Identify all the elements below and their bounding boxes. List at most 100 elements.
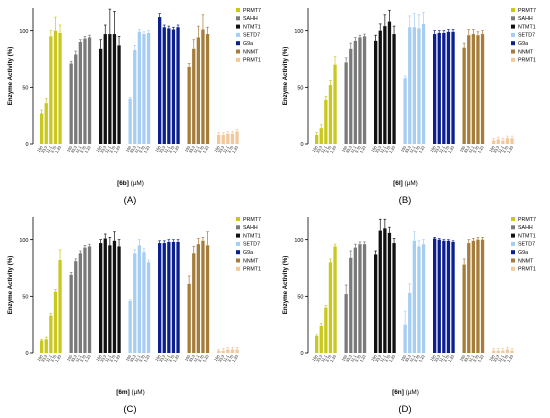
legend-swatch-prmt7 xyxy=(511,8,515,12)
x-tick-label: 1.23 xyxy=(329,145,337,154)
bar-prmt7-2 xyxy=(44,339,48,353)
x-tick-label: 100 xyxy=(429,144,437,153)
bar-prmt1-3 xyxy=(226,349,230,353)
x-tick-label: 33.3 xyxy=(463,145,471,154)
x-tick-label: 3.70 xyxy=(501,353,510,363)
bar-prmt1-2 xyxy=(496,139,500,144)
legend-label-nnmt: NNMT xyxy=(243,49,259,55)
x-tick-label: 100 xyxy=(311,144,319,153)
legend-swatch-sahh xyxy=(236,225,240,230)
legend-label-ntmt1: NTMT1 xyxy=(243,233,261,239)
bar-prmt1-3 xyxy=(501,140,505,144)
x-tick-label: 11.1 xyxy=(74,354,82,363)
y-tick-label: 0 xyxy=(25,351,28,357)
bar-ntmt1-3 xyxy=(383,228,387,353)
bar-nnmt-2 xyxy=(192,48,196,144)
x-tick-label: 100 xyxy=(341,353,349,362)
x-tick-label: 100 xyxy=(184,144,192,153)
bar-sahh-2 xyxy=(349,48,353,144)
bar-prmt7-4 xyxy=(328,85,333,144)
panel-label: (D) xyxy=(398,404,411,415)
legend-label-prmt1: PRMT1 xyxy=(243,267,261,273)
bar-setd7-5 xyxy=(146,32,151,144)
x-tick-label: 1.23 xyxy=(329,354,337,363)
legend-swatch-nnmt xyxy=(236,258,240,263)
x-tick-label: 11.1 xyxy=(467,354,475,363)
legend-label-prmt1: PRMT1 xyxy=(243,58,261,64)
bar-setd7-2 xyxy=(408,292,412,353)
bar-prmt7-1 xyxy=(315,336,319,353)
bar-g9a-3 xyxy=(167,241,171,353)
bar-prmt1-4 xyxy=(230,349,235,353)
legend-swatch-setd7 xyxy=(236,32,240,37)
x-tick-label: 100 xyxy=(213,353,221,362)
bar-sahh-3 xyxy=(78,253,82,353)
x-tick-label: 11.1 xyxy=(74,145,82,154)
x-tick-label: 100 xyxy=(370,353,378,362)
bar-nnmt-5 xyxy=(205,34,210,144)
bar-prmt7-3 xyxy=(49,36,53,145)
x-tick-label: 33.3 xyxy=(129,145,137,154)
bar-nnmt-4 xyxy=(476,239,480,353)
x-tick-label: 100 xyxy=(125,144,133,153)
bar-ntmt1-2 xyxy=(103,238,107,353)
legend-swatch-g9a xyxy=(236,41,240,46)
x-tick-label: 100 xyxy=(154,353,162,362)
bar-prmt7-3 xyxy=(49,315,53,353)
bar-sahh-5 xyxy=(362,244,367,353)
x-tick-label: 11.1 xyxy=(379,145,387,154)
legend-swatch-ntmt1 xyxy=(236,24,240,29)
legend-label-setd7: SETD7 xyxy=(518,242,535,248)
bar-setd7-1 xyxy=(128,300,132,353)
legend-swatch-g9a xyxy=(511,41,515,46)
x-tick-label: 11.1 xyxy=(320,354,328,363)
x-tick-label: 100 xyxy=(95,144,103,153)
bar-prmt7-5 xyxy=(333,246,337,353)
bar-nnmt-4 xyxy=(476,35,480,145)
legend-swatch-ntmt1 xyxy=(236,233,240,238)
bar-ntmt1-5 xyxy=(392,243,396,353)
bar-g9a-4 xyxy=(446,240,451,353)
x-tick-label: 3.70 xyxy=(383,144,392,154)
x-tick-label: 3.70 xyxy=(413,144,422,154)
x-tick-label: 3.70 xyxy=(49,353,58,363)
x-tick-label: 3.70 xyxy=(167,144,176,154)
x-tick-label: 100 xyxy=(66,144,74,153)
x-axis-unit: (µM) xyxy=(405,180,418,187)
bar-ntmt1-3 xyxy=(108,245,112,353)
x-tick-label: 1.23 xyxy=(172,145,180,154)
legend-label-g9a: G9a xyxy=(243,250,253,256)
x-tick-label: 1.23 xyxy=(201,354,209,363)
legend-label-prmt1: PRMT1 xyxy=(518,58,536,64)
x-tick-label: 100 xyxy=(213,144,221,153)
bar-ntmt1-2 xyxy=(103,34,107,144)
bar-nnmt-1 xyxy=(462,47,466,144)
bar-nnmt-3 xyxy=(196,244,200,353)
x-tick-label: 33.3 xyxy=(492,145,500,154)
x-tick-label: 100 xyxy=(95,353,103,362)
x-tick-label: 3.70 xyxy=(79,144,88,154)
x-tick-label: 3.70 xyxy=(138,144,147,154)
bar-ntmt1-4 xyxy=(112,34,117,144)
x-tick-label: 11.1 xyxy=(497,145,505,154)
bar-g9a-2 xyxy=(162,243,166,353)
bar-prmt7-5 xyxy=(58,32,62,144)
x-tick-label: 1.23 xyxy=(358,145,366,154)
x-tick-label: 3.70 xyxy=(442,353,451,363)
x-tick-label: 100 xyxy=(36,353,44,362)
bar-ntmt1-5 xyxy=(117,246,121,353)
legend-swatch-nnmt xyxy=(511,49,515,54)
x-tick-label: 11.1 xyxy=(45,145,53,154)
legend-swatch-g9a xyxy=(511,250,515,255)
bar-ntmt1-5 xyxy=(392,34,396,144)
legend-label-prmt7: PRMT7 xyxy=(243,217,261,223)
bar-setd7-2 xyxy=(408,27,412,145)
x-tick-label: 3.70 xyxy=(442,144,451,154)
legend-label-prmt7: PRMT7 xyxy=(518,8,536,14)
panel-label: (B) xyxy=(399,195,412,206)
bar-setd7-4 xyxy=(142,252,146,353)
x-tick-label: 3.70 xyxy=(138,353,147,363)
legend-swatch-prmt1 xyxy=(236,57,240,62)
